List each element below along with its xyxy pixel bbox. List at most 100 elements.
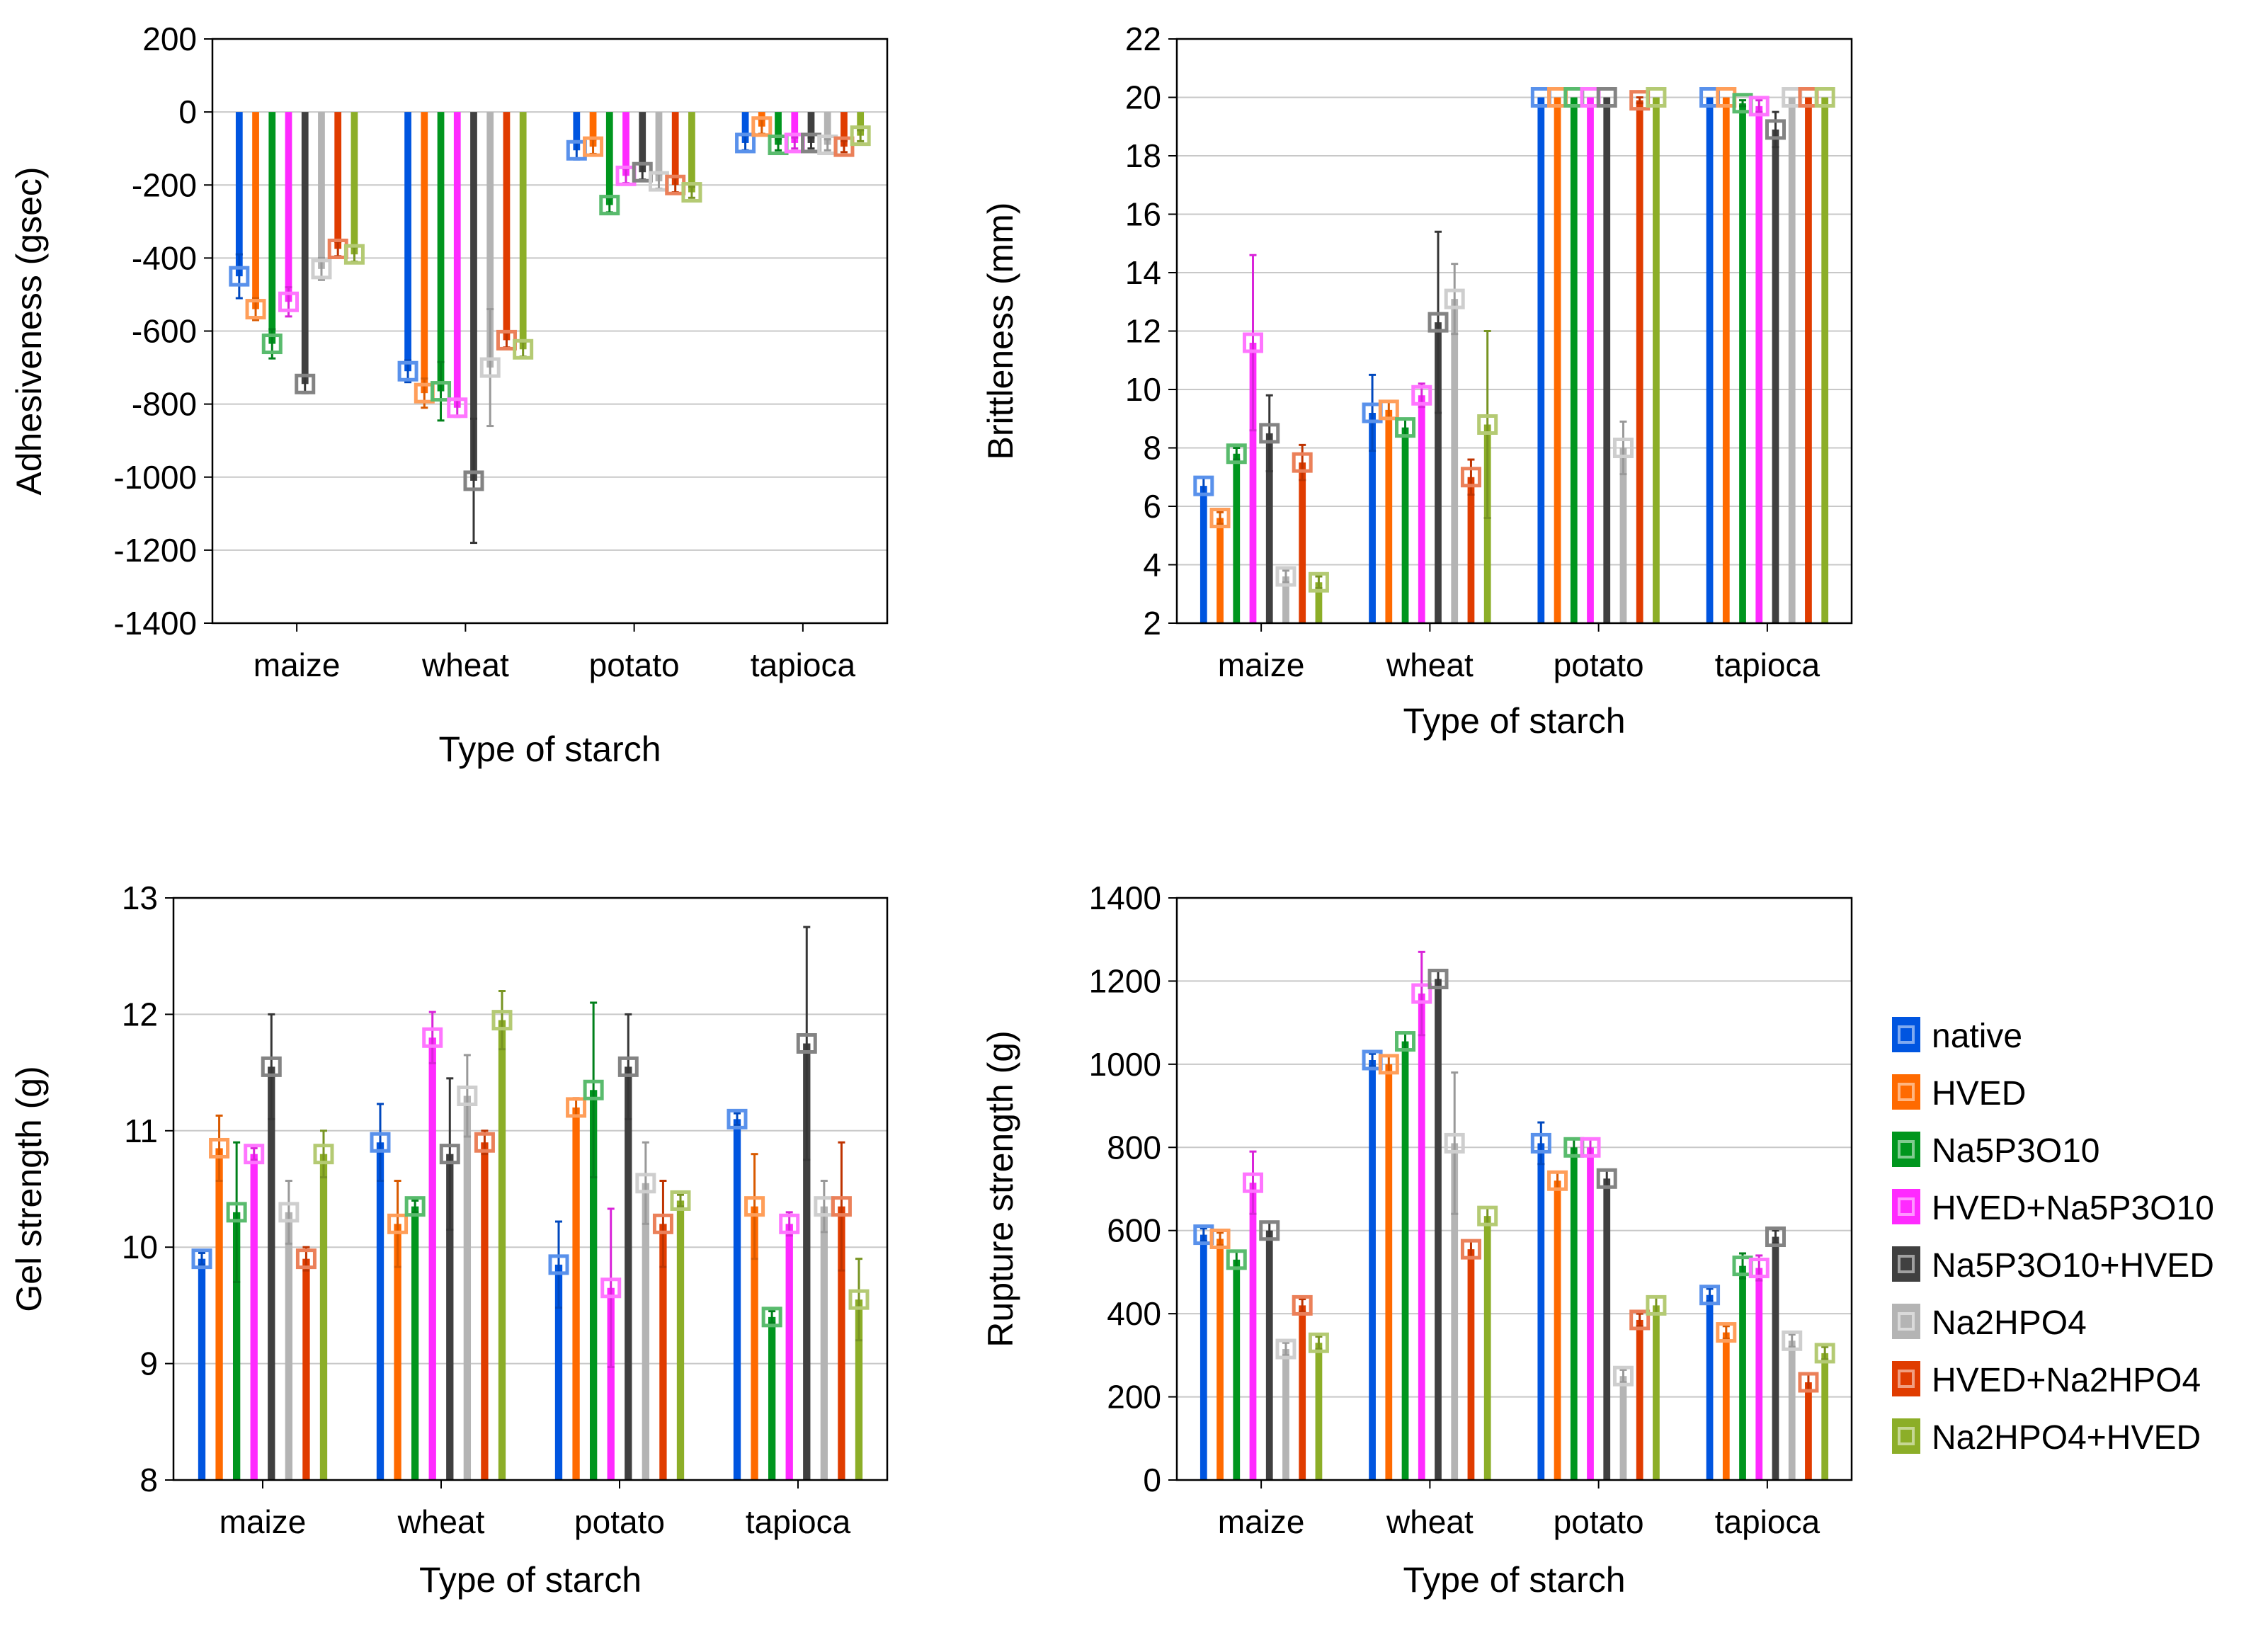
mean-marker — [1612, 438, 1634, 458]
legend-label: Na2HPO4 — [1932, 1304, 2087, 1342]
mean-marker — [1411, 385, 1432, 406]
bar — [1587, 1147, 1594, 1480]
bar — [1706, 1294, 1714, 1480]
bar — [1467, 1249, 1475, 1480]
x-tick-label: maize — [253, 647, 341, 683]
legend-label: Na5P3O10 — [1932, 1132, 2100, 1170]
bar — [1216, 1239, 1224, 1480]
bar — [421, 112, 428, 394]
mean-marker — [831, 1196, 852, 1217]
plot-frame — [172, 896, 889, 1481]
bar — [1233, 1259, 1241, 1480]
mean-marker — [600, 1277, 622, 1299]
mean-marker — [583, 1079, 604, 1100]
mean-marker — [1814, 1343, 1835, 1364]
bar — [198, 1258, 206, 1480]
mean-marker — [1580, 1137, 1601, 1158]
y-tick-label: 800 — [1107, 1129, 1161, 1166]
bar — [1653, 1305, 1660, 1480]
bar — [791, 112, 799, 143]
bar — [671, 112, 679, 186]
bar — [285, 1212, 293, 1480]
mean-marker — [1646, 87, 1667, 108]
mean-marker — [1378, 1054, 1399, 1075]
bar — [1265, 433, 1273, 623]
mean-marker — [387, 1213, 409, 1234]
legend-label: Na5P3O10+HVED — [1932, 1247, 2214, 1285]
bar — [1722, 97, 1730, 623]
y-tick-label: 8 — [1143, 430, 1161, 467]
y-tick-label: 14 — [1125, 254, 1161, 291]
mean-marker — [635, 1173, 656, 1194]
mean-marker — [1748, 1258, 1770, 1279]
mean-marker — [670, 1190, 691, 1211]
plot-frame — [1175, 38, 1853, 625]
mean-marker — [422, 1027, 443, 1048]
bar — [1435, 322, 1442, 623]
mean-marker — [833, 136, 855, 157]
bar — [498, 1020, 506, 1480]
plot-frame — [1175, 896, 1853, 1481]
legend: native HVED Na5P3O10 HVED+Na5P3O10 Na5P3O10+… — [1892, 1017, 2214, 1457]
x-tick-label: tapioca — [1715, 1503, 1820, 1540]
mean-marker — [1428, 968, 1449, 989]
x-axis-title: Type of starch — [438, 729, 661, 769]
legend-marker — [1898, 1312, 1915, 1331]
mean-marker — [463, 470, 484, 491]
bar — [751, 1206, 758, 1480]
legend-swatch — [1892, 1246, 1920, 1282]
bar — [1418, 395, 1425, 623]
bar — [741, 112, 749, 143]
bar — [639, 112, 646, 173]
y-tick-label: 16 — [1125, 196, 1161, 233]
y-tick-label: 2 — [1143, 605, 1161, 642]
mean-marker — [278, 291, 300, 312]
y-tick-label: -400 — [132, 239, 197, 276]
bar — [1199, 486, 1207, 623]
bar — [820, 1206, 828, 1480]
mean-marker — [1460, 467, 1481, 488]
y-tick-label: 600 — [1107, 1212, 1161, 1249]
y-tick-label: -1200 — [113, 532, 197, 569]
mean-marker — [1530, 1132, 1551, 1154]
y-tick-label: 12 — [122, 996, 158, 1032]
mean-marker — [313, 1144, 334, 1165]
mean-marker — [599, 195, 620, 216]
y-tick-label: 400 — [1107, 1295, 1161, 1332]
chart-panel-top-left: 200 0 -200 -400 -600 -800 -1000 -1200 -1400 maize… — [9, 21, 889, 769]
mean-marker — [295, 1248, 317, 1270]
bar — [1706, 97, 1714, 623]
bar — [1653, 97, 1660, 623]
y-tick-label: 200 — [142, 21, 197, 57]
mean-marker — [1292, 1294, 1313, 1316]
mean-marker — [1395, 1031, 1416, 1052]
x-tick-label: maize — [1218, 647, 1305, 683]
bar — [394, 1224, 401, 1480]
bar — [1739, 1265, 1746, 1480]
legend-label: HVED+Na5P3O10 — [1932, 1190, 2214, 1227]
bar — [1821, 97, 1829, 623]
bar — [1772, 129, 1779, 623]
mean-marker — [848, 1289, 870, 1310]
bar — [605, 112, 613, 205]
legend-marker — [1898, 1427, 1915, 1445]
bar — [1739, 103, 1746, 623]
bar — [376, 1142, 384, 1480]
mean-marker — [404, 1196, 426, 1217]
mean-marker — [261, 334, 283, 355]
bar — [453, 112, 461, 408]
mean-marker — [1814, 87, 1835, 108]
bar — [785, 1224, 793, 1480]
mean-marker — [1547, 1170, 1568, 1191]
bar — [519, 112, 527, 350]
x-tick-label: potato — [589, 647, 680, 683]
mean-marker — [1209, 508, 1231, 528]
mean-marker — [761, 1307, 782, 1328]
bar — [481, 1142, 489, 1480]
y-axis-title: Adhesiveness (gsec) — [9, 166, 49, 495]
mean-marker — [1699, 1285, 1721, 1306]
bar — [1451, 1143, 1459, 1480]
mean-marker — [1395, 417, 1416, 438]
mean-marker — [261, 1056, 282, 1077]
